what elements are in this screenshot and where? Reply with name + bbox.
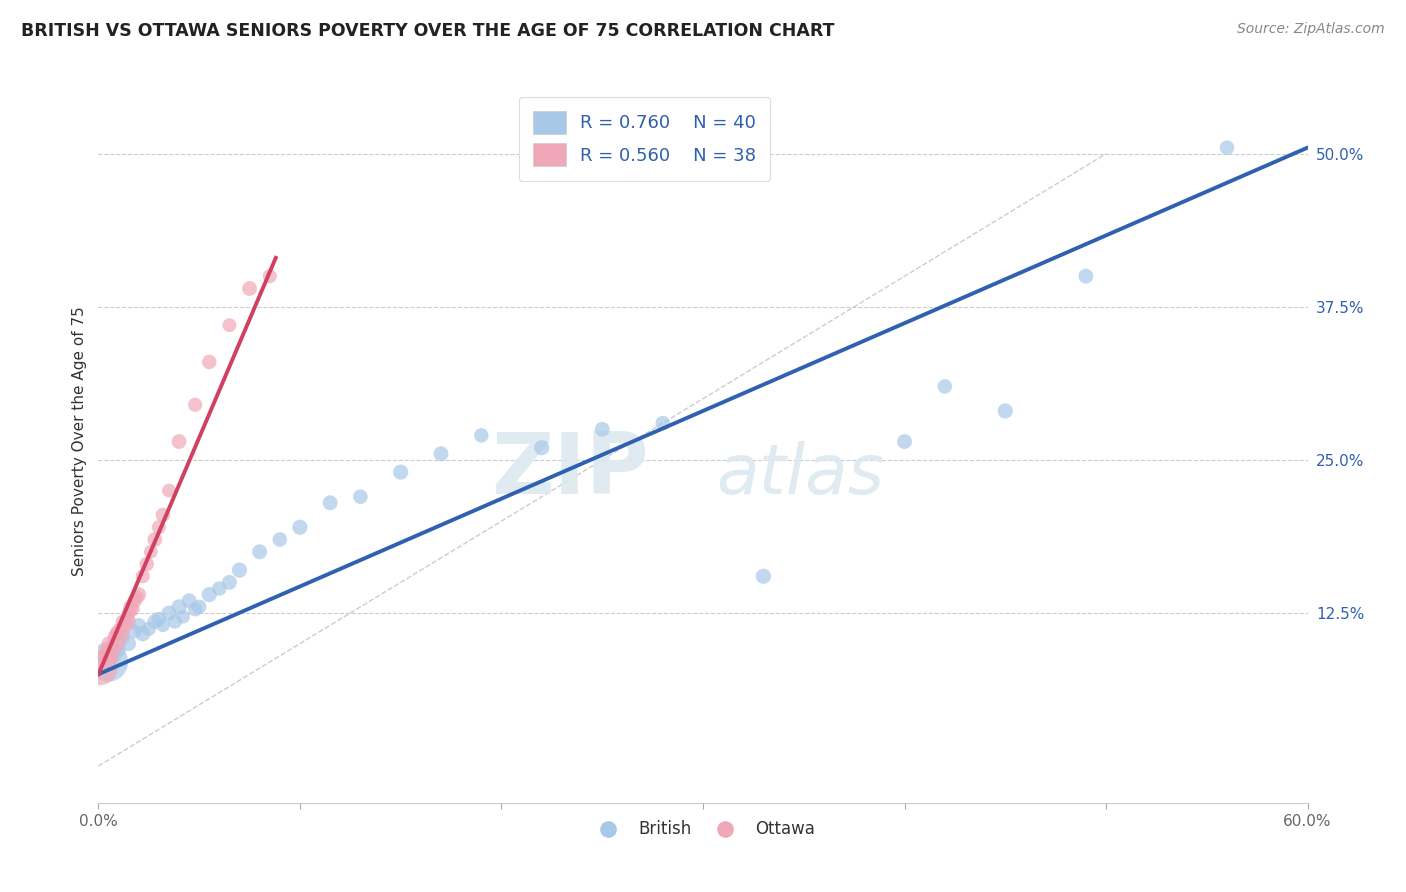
Point [128,588,150,602]
Point [97,642,120,657]
Point [259,269,281,284]
Y-axis label: Seniors Poverty Over the Age of 75: Seniors Poverty Over the Age of 75 [72,307,87,576]
Point [103,631,125,645]
Point [111,631,134,645]
Point [111,615,134,629]
Point [198,588,221,602]
Point [115,612,138,626]
Point [139,545,162,559]
Point [228,563,250,577]
Point [269,533,291,547]
Point [218,575,240,590]
Point [651,416,673,430]
Point [143,533,166,547]
Point [125,590,148,604]
Point [163,615,186,629]
Text: Source: ZipAtlas.com: Source: ZipAtlas.com [1237,22,1385,37]
Point [157,606,180,620]
Point [124,624,146,639]
Point [124,593,146,607]
Text: atlas: atlas [716,441,884,508]
Point [893,434,915,449]
Point [148,520,170,534]
Point [430,447,453,461]
Point [101,639,124,653]
Point [128,618,150,632]
Point [105,627,128,641]
Point [172,609,194,624]
Point [218,318,240,333]
Point [132,627,155,641]
Point [591,422,613,436]
Point [97,637,120,651]
Point [470,428,492,442]
Point [208,582,231,596]
Point [107,642,129,657]
Point [107,637,129,651]
Point [288,520,311,534]
Point [157,483,180,498]
Point [167,434,190,449]
Point [118,606,141,620]
Point [148,612,170,626]
Point [152,618,174,632]
Point [121,602,143,616]
Point [93,648,115,663]
Point [198,355,221,369]
Point [110,622,132,636]
Point [389,465,412,479]
Point [184,398,207,412]
Point [188,599,211,614]
Point [1216,141,1239,155]
Point [319,496,342,510]
Point [239,281,262,295]
Point [143,615,166,629]
Text: ZIP: ZIP [491,429,648,512]
Point [100,651,122,665]
Point [96,642,118,657]
Point [752,569,775,583]
Point [1074,269,1097,284]
Legend: British, Ottawa: British, Ottawa [585,814,821,845]
Point [135,557,157,571]
Point [184,602,207,616]
Point [89,661,111,675]
Point [118,615,141,629]
Point [111,627,134,641]
Point [994,404,1017,418]
Point [120,599,142,614]
Point [132,569,155,583]
Point [97,655,120,669]
Point [249,545,271,559]
Point [179,593,201,607]
Point [114,618,136,632]
Point [101,647,124,661]
Point [118,637,141,651]
Point [530,441,553,455]
Point [152,508,174,522]
Point [107,624,129,639]
Point [349,490,371,504]
Point [91,655,114,669]
Point [934,379,956,393]
Point [103,648,125,663]
Point [167,599,190,614]
Point [138,622,160,636]
Text: BRITISH VS OTTAWA SENIORS POVERTY OVER THE AGE OF 75 CORRELATION CHART: BRITISH VS OTTAWA SENIORS POVERTY OVER T… [21,22,835,40]
